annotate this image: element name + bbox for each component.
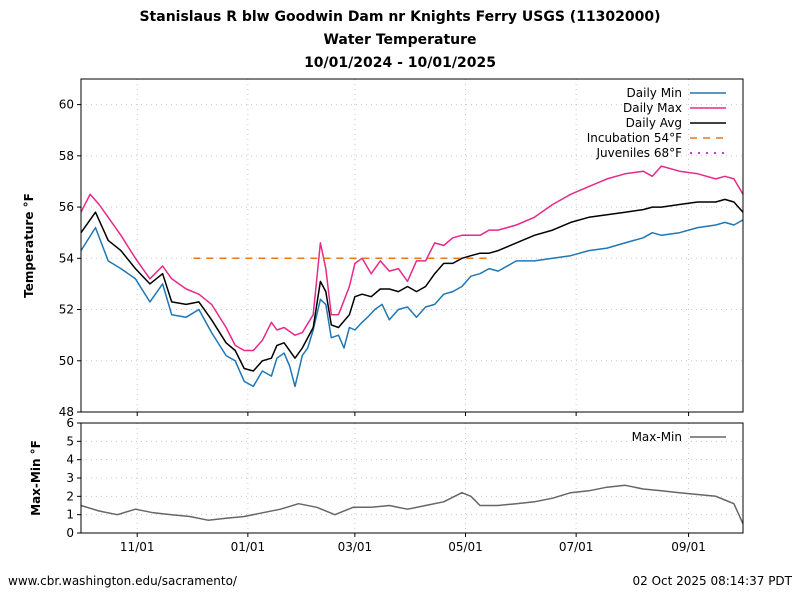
y-tick-label: 48: [59, 405, 74, 419]
y-tick-label: 6: [66, 416, 74, 430]
series-line-daily-min: [80, 219, 744, 388]
x-tick-label: 09/01: [671, 540, 706, 554]
chart-title-line-2: Water Temperature: [323, 32, 476, 48]
footer-source: www.cbr.washington.edu/sacramento/: [8, 574, 238, 588]
y-tick-label: 1: [66, 508, 74, 522]
legend-label-daily-max: Daily Max: [623, 101, 682, 115]
x-tick-label: 07/01: [559, 540, 594, 554]
series-line-daily-avg: [80, 198, 744, 372]
y-tick-label: 2: [66, 489, 74, 503]
y-axis-label: Temperature °F: [22, 193, 36, 298]
y-tick-label: 54: [59, 251, 74, 265]
y-tick-label: 3: [66, 471, 74, 485]
chart-title-line-3: 10/01/2024 - 10/01/2025: [304, 55, 496, 71]
y-tick-label: 0: [66, 526, 74, 540]
y-tick-label: 58: [59, 149, 74, 163]
legend-label-daily-avg: Daily Avg: [626, 116, 682, 130]
series-line-max-min: [80, 484, 744, 525]
y-tick-label: 4: [66, 453, 74, 467]
footer-timestamp: 02 Oct 2025 08:14:37 PDT: [632, 574, 792, 588]
series-line-daily-max: [80, 165, 744, 352]
legend-label-daily-min: Daily Min: [627, 86, 682, 100]
legend-label-max-min: Max-Min: [632, 430, 682, 444]
y-axis-label: Max-Min °F: [29, 440, 43, 516]
y-tick-label: 56: [59, 200, 74, 214]
legend-label-incubation-54: Incubation 54°F: [587, 131, 682, 145]
x-tick-label: 03/01: [338, 540, 373, 554]
x-tick-label: 01/01: [231, 540, 266, 554]
chart-title-line-1: Stanislaus R blw Goodwin Dam nr Knights …: [139, 9, 660, 25]
y-tick-label: 52: [59, 303, 74, 317]
y-tick-label: 50: [59, 354, 74, 368]
plot-frame: [80, 422, 744, 534]
plot-frame: [80, 78, 744, 413]
x-tick-label: 05/01: [448, 540, 483, 554]
x-tick-label: 11/01: [120, 540, 155, 554]
legend-label-juveniles-68: Juveniles 68°F: [595, 146, 682, 160]
y-tick-label: 5: [66, 434, 74, 448]
y-tick-label: 60: [59, 98, 74, 112]
max-min-panel: 0 1 2 3 4 5 6 11/01 01/01 03/01 05/01 07/01 09/01 Max…: [29, 416, 744, 554]
